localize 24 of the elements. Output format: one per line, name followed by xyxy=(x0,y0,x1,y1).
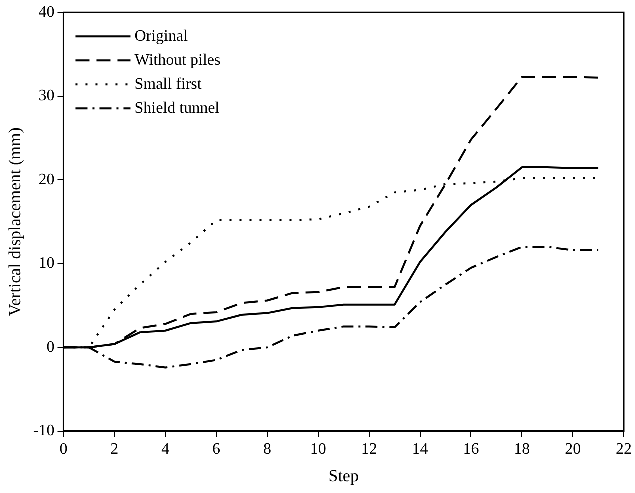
x-tick-label: 12 xyxy=(361,441,378,458)
y-tick-label: -10 xyxy=(33,422,55,440)
x-tick-label: 0 xyxy=(60,441,68,458)
legend-label: Small first xyxy=(134,76,202,93)
x-tick-label: 10 xyxy=(310,441,326,458)
y-tick-label: 20 xyxy=(38,171,55,188)
y-tick-label: 40 xyxy=(38,4,55,21)
x-tick-label: 6 xyxy=(212,441,221,458)
y-axis-title: Vertical displacement (mm) xyxy=(6,128,25,316)
x-tick-label: 4 xyxy=(162,441,170,458)
x-tick-label: 8 xyxy=(263,441,272,458)
y-tick-label: 30 xyxy=(38,88,55,105)
x-tick-label: 16 xyxy=(463,441,480,458)
x-tick-label: 20 xyxy=(565,441,582,458)
legend-label: Without piles xyxy=(134,52,221,69)
x-tick-label: 14 xyxy=(412,441,428,458)
x-tick-label: 2 xyxy=(110,441,119,458)
y-tick-label: 10 xyxy=(38,255,55,272)
x-tick-label: 18 xyxy=(514,441,530,458)
legend-label: Original xyxy=(134,28,189,45)
x-tick-label: 22 xyxy=(616,441,632,458)
x-axis-title: Step xyxy=(328,466,359,486)
y-tick-label: 0 xyxy=(46,338,55,356)
legend-label: Shield tunnel xyxy=(134,100,220,117)
